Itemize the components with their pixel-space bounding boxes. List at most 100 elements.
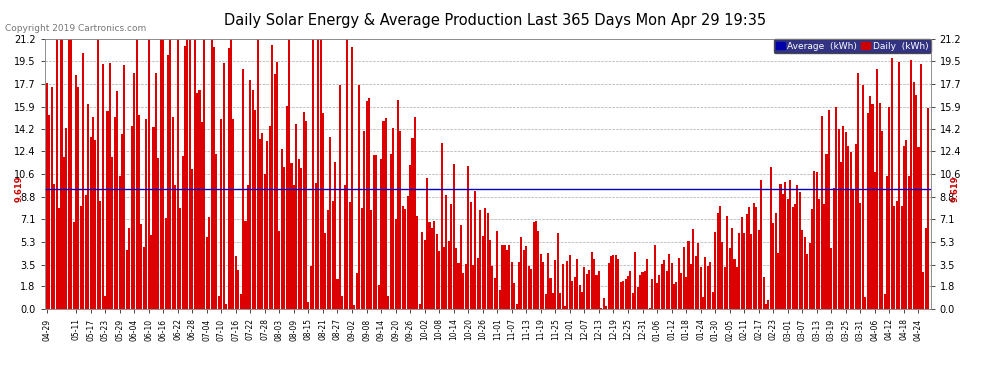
Bar (581, 292, 583, 309)
Bar (879, 103, 881, 309)
Bar (441, 143, 443, 309)
Bar (630, 271, 632, 309)
Bar (653, 245, 655, 309)
Bar (762, 277, 764, 309)
Bar (464, 264, 467, 309)
Bar (712, 292, 714, 309)
Bar (770, 166, 772, 309)
Bar (814, 171, 816, 309)
Bar (256, 39, 258, 309)
Bar (184, 46, 186, 309)
Bar (741, 217, 742, 309)
Bar (874, 172, 876, 309)
Bar (811, 209, 813, 309)
Bar (787, 199, 789, 309)
Bar (685, 277, 687, 309)
Bar (124, 65, 126, 309)
Bar (206, 237, 208, 309)
Bar (646, 259, 648, 309)
Bar (174, 185, 176, 309)
Bar (719, 206, 721, 309)
Bar (254, 110, 256, 309)
Bar (784, 182, 786, 309)
Bar (588, 270, 590, 309)
Bar (789, 180, 791, 309)
Bar (201, 122, 203, 309)
Bar (409, 165, 411, 309)
Bar (661, 264, 663, 309)
Bar (395, 219, 397, 309)
Bar (220, 119, 223, 309)
Bar (346, 39, 348, 309)
Bar (673, 284, 675, 309)
Bar (249, 80, 251, 309)
Bar (714, 232, 716, 309)
Bar (211, 39, 213, 309)
Bar (876, 69, 878, 309)
Bar (469, 202, 471, 309)
Bar (443, 247, 446, 309)
Bar (196, 93, 198, 309)
Bar (474, 192, 476, 309)
Bar (690, 264, 692, 309)
Bar (179, 208, 181, 309)
Bar (774, 213, 777, 309)
Bar (569, 255, 571, 309)
Bar (772, 222, 774, 309)
Bar (627, 276, 629, 309)
Bar (176, 39, 179, 309)
Bar (521, 237, 523, 309)
Bar (50, 87, 52, 309)
Bar (637, 286, 639, 309)
Bar (777, 253, 779, 309)
Bar (547, 253, 549, 309)
Bar (831, 249, 833, 309)
Bar (46, 83, 48, 309)
Text: Copyright 2019 Cartronics.com: Copyright 2019 Cartronics.com (5, 24, 147, 33)
Bar (635, 252, 637, 309)
Bar (898, 63, 900, 309)
Bar (363, 131, 365, 309)
Bar (910, 60, 912, 309)
Bar (225, 304, 227, 309)
Bar (731, 228, 734, 309)
Bar (702, 297, 704, 309)
Bar (518, 262, 520, 309)
Bar (245, 222, 247, 309)
Bar (840, 162, 842, 309)
Bar (460, 225, 462, 309)
Bar (159, 39, 161, 309)
Bar (707, 266, 709, 309)
Bar (298, 159, 300, 309)
Bar (836, 106, 838, 309)
Bar (915, 95, 917, 309)
Bar (833, 188, 835, 309)
Bar (109, 63, 111, 309)
Bar (268, 126, 270, 309)
Bar (208, 217, 210, 309)
Bar (293, 185, 295, 309)
Bar (792, 207, 794, 309)
Bar (644, 271, 645, 309)
Bar (504, 245, 506, 309)
Bar (828, 110, 830, 309)
Bar (535, 221, 537, 309)
Bar (530, 269, 533, 309)
Bar (516, 304, 518, 309)
Bar (288, 39, 290, 309)
Bar (479, 210, 481, 309)
Bar (431, 228, 433, 309)
Bar (859, 203, 861, 309)
Bar (752, 203, 755, 309)
Bar (632, 293, 634, 309)
Bar (412, 138, 414, 309)
Bar (499, 290, 501, 309)
Bar (809, 243, 811, 309)
Bar (472, 265, 474, 309)
Bar (417, 216, 419, 309)
Bar (494, 278, 496, 309)
Bar (801, 230, 803, 309)
Bar (334, 162, 336, 309)
Bar (360, 208, 362, 309)
Bar (111, 157, 114, 309)
